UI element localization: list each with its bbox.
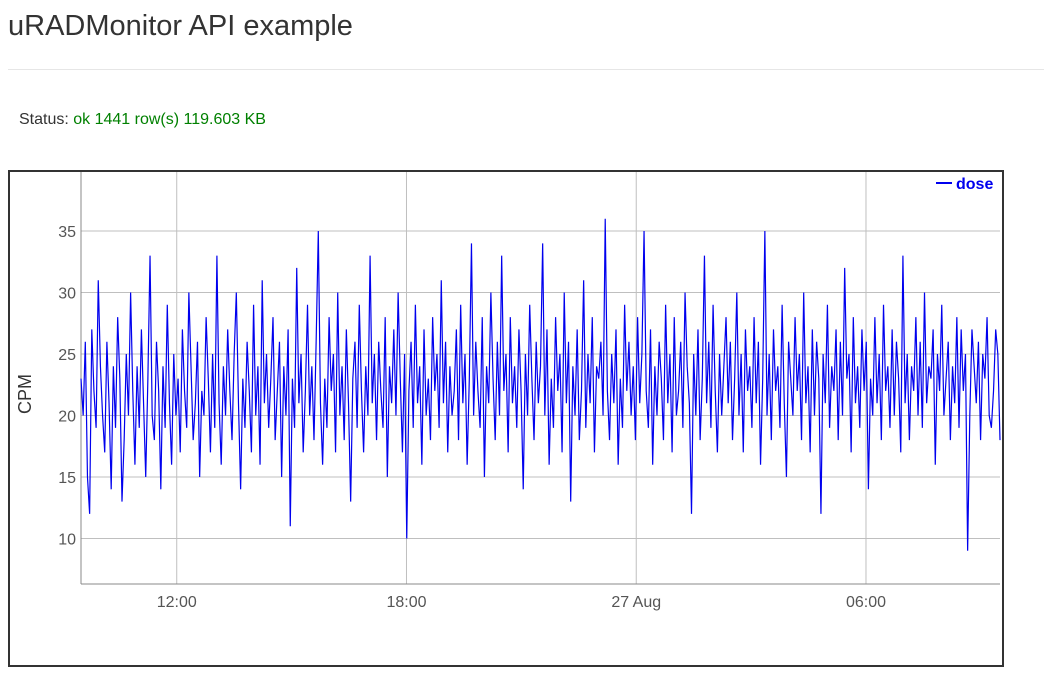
y-axis-title: CPM bbox=[15, 374, 35, 414]
chart-container: 10 15 20 25 30 35 12:00 18:00 27 Aug 06:00 CPM do… bbox=[8, 170, 1004, 667]
status-line: Status: ok 1441 row(s) 119.603 KB bbox=[19, 111, 266, 129]
y-tick-label: 35 bbox=[58, 224, 76, 241]
series-line-dose bbox=[80, 218, 1001, 551]
legend-label-dose: dose bbox=[956, 176, 993, 193]
chart-svg: 10 15 20 25 30 35 12:00 18:00 27 Aug 06:00 CPM do… bbox=[15, 172, 1001, 611]
status-value: ok 1441 row(s) 119.603 KB bbox=[73, 111, 266, 128]
y-tick-label: 25 bbox=[58, 347, 76, 364]
x-tick-label: 06:00 bbox=[846, 594, 886, 611]
x-tick-label: 18:00 bbox=[386, 594, 426, 611]
title-divider bbox=[8, 69, 1044, 70]
axis-layer: 10 15 20 25 30 35 12:00 18:00 27 Aug 06:00 bbox=[58, 172, 1000, 611]
x-tick-label: 12:00 bbox=[157, 594, 197, 611]
series-layer bbox=[80, 218, 1001, 551]
x-tick-label: 27 Aug bbox=[611, 594, 661, 611]
legend[interactable]: dose bbox=[936, 176, 993, 193]
page-title: uRADMonitor API example bbox=[8, 10, 353, 42]
y-tick-label: 30 bbox=[58, 286, 76, 303]
y-tick-label: 15 bbox=[58, 470, 76, 487]
status-label: Status: bbox=[19, 111, 69, 128]
y-tick-label: 20 bbox=[58, 409, 76, 426]
y-tick-label: 10 bbox=[58, 531, 76, 548]
